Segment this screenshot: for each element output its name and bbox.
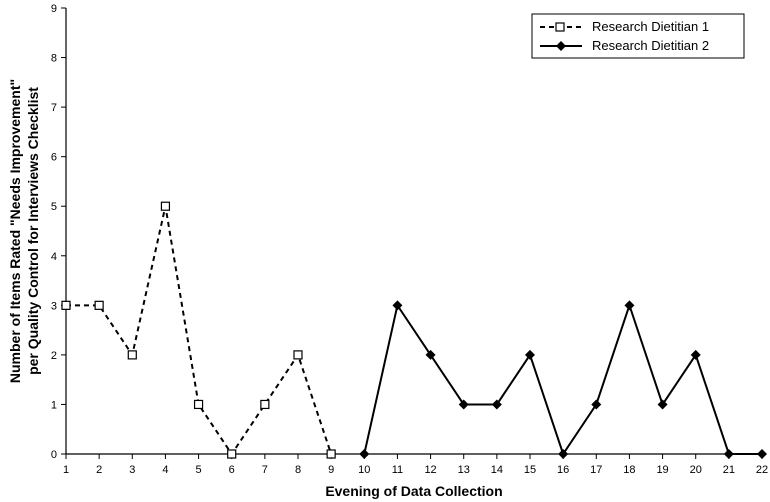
- series-1-point: [94, 300, 104, 310]
- series-2-point: [591, 399, 602, 410]
- x-tick-label: 9: [328, 464, 334, 476]
- series-1-point: [260, 399, 270, 410]
- series-1-point: [326, 449, 336, 459]
- series-2-point: [392, 300, 403, 311]
- x-tick-label: 10: [358, 464, 370, 476]
- x-tick-label: 14: [491, 464, 503, 476]
- series-2-point: [458, 399, 469, 410]
- series-2-point: [491, 399, 502, 410]
- y-axis-title-line-2: per Quality Control for Interviews Check…: [25, 87, 41, 375]
- series-2-point: [359, 449, 370, 459]
- series-2-point: [624, 300, 635, 311]
- legend-label-2: Research Dietitian 2: [592, 38, 709, 53]
- x-tick-label: 17: [590, 464, 602, 476]
- x-axis-title: Evening of Data Collection: [325, 483, 502, 499]
- series-1-line: [66, 206, 333, 456]
- x-axis-ticks: 1 2 3 4 5 6 7 8 9 10 11 12 13 14 15 16 17 18 19 20 21 22: [63, 454, 768, 476]
- series-1-point: [160, 201, 171, 211]
- x-tick-label: 11: [392, 464, 403, 476]
- y-tick-label: 5: [51, 201, 57, 213]
- series-2-point: [425, 349, 436, 360]
- y-tick-label: 3: [51, 300, 57, 312]
- y-tick-label: 8: [51, 53, 57, 65]
- y-tick-label: 9: [51, 3, 57, 15]
- x-tick-label: 20: [690, 464, 702, 476]
- x-tick-label: 6: [229, 464, 235, 476]
- series-1-point: [127, 350, 137, 360]
- y-tick-label: 7: [51, 102, 57, 114]
- series-1-point: [227, 449, 237, 459]
- series-2-point: [690, 349, 701, 360]
- series-2-point: [757, 449, 767, 459]
- x-tick-label: 15: [524, 464, 536, 476]
- x-tick-label: 19: [656, 464, 668, 476]
- x-tick-label: 16: [557, 464, 569, 476]
- y-tick-label: 2: [51, 350, 57, 362]
- series-1-point: [293, 350, 303, 360]
- legend-box: [531, 13, 745, 59]
- y-axis-ticks: 0 1 2 3 4 5 6 7 8 9: [51, 3, 66, 461]
- legend-item-research-dietitian-1: Research Dietitian 1: [540, 19, 709, 34]
- y-axis-title-line-1: Number of Items Rated "Needs Improvement…: [7, 79, 23, 383]
- y-tick-label: 1: [51, 399, 57, 411]
- y-tick-label: 0: [51, 449, 57, 461]
- x-tick-label: 21: [723, 464, 735, 476]
- series-2-point: [723, 449, 734, 459]
- x-tick-label: 4: [162, 464, 168, 476]
- series-layer: [61, 201, 767, 459]
- legend-open-square-marker: [555, 22, 565, 32]
- series-1-point: [61, 300, 71, 310]
- x-tick-label: 5: [196, 464, 202, 476]
- x-tick-label: 18: [623, 464, 635, 476]
- x-tick-label: 12: [424, 464, 436, 476]
- y-axis-title: Number of Items Rated "Needs Improvement…: [7, 79, 41, 383]
- x-tick-label: 2: [96, 464, 102, 476]
- series-1-point: [193, 399, 204, 410]
- x-tick-label: 22: [756, 464, 768, 476]
- series-2-line: [363, 302, 762, 457]
- x-tick-label: 7: [262, 464, 268, 476]
- legend-filled-diamond-marker: [556, 41, 566, 51]
- x-tick-label: 3: [129, 464, 135, 476]
- x-tick-label: 8: [295, 464, 301, 476]
- series-2-point: [558, 449, 569, 459]
- y-tick-label: 4: [51, 251, 57, 263]
- legend: Research Dietitian 1 Research Dietitian …: [531, 13, 745, 59]
- series-2-point: [657, 399, 668, 410]
- legend-label-1: Research Dietitian 1: [592, 19, 709, 34]
- x-tick-label: 13: [458, 464, 470, 476]
- legend-item-research-dietitian-2: Research Dietitian 2: [540, 38, 709, 53]
- x-tick-label: 1: [63, 464, 69, 476]
- series-2-point: [525, 349, 535, 360]
- y-tick-label: 6: [51, 152, 57, 164]
